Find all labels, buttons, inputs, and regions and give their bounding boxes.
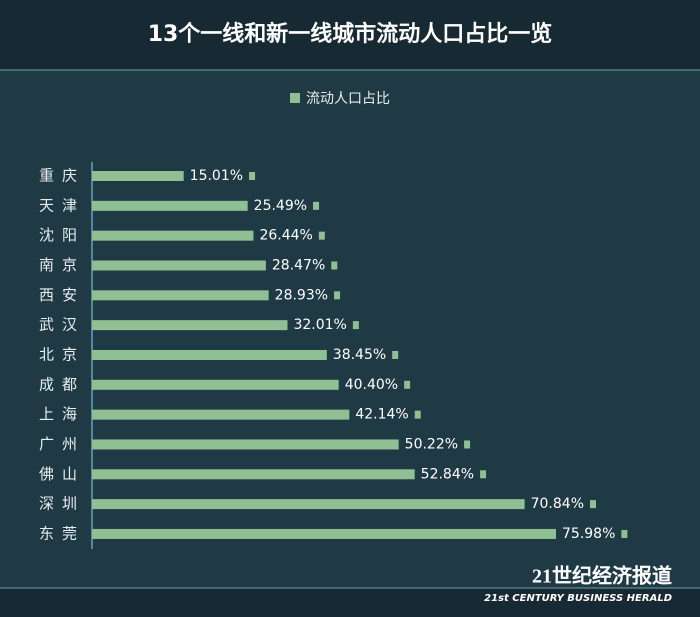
label-marker <box>621 529 628 538</box>
source-subtitle: 21st CENTURY BUSINESS HERALD <box>484 593 672 604</box>
label-marker <box>414 410 421 419</box>
bar <box>92 469 415 480</box>
data-label: 28.93% <box>275 287 328 303</box>
label-marker <box>313 201 320 210</box>
bar <box>92 528 556 539</box>
data-label: 50.22% <box>405 436 458 452</box>
data-label: 42.14% <box>355 407 408 423</box>
label-marker <box>404 380 411 389</box>
bar <box>92 439 399 450</box>
data-label: 15.01% <box>190 168 243 184</box>
bar <box>92 230 254 241</box>
bar <box>92 379 339 390</box>
y-tick-label: 北京 <box>39 345 85 363</box>
y-tick-label: 天津 <box>39 196 85 214</box>
title-bar <box>0 0 700 70</box>
y-tick-label: 东莞 <box>39 524 85 542</box>
y-tick-label: 佛山 <box>39 465 85 483</box>
label-marker <box>331 261 338 270</box>
chart-title: 13个一线和新一线城市流动人口占比一览 <box>148 21 553 47</box>
bar <box>92 200 248 211</box>
y-tick-label: 西安 <box>39 286 85 304</box>
y-tick-label: 南京 <box>39 256 85 274</box>
label-marker <box>480 470 487 479</box>
data-label: 38.45% <box>333 347 386 363</box>
y-tick-label: 沈阳 <box>39 226 85 244</box>
bar <box>92 320 288 331</box>
label-marker <box>318 231 325 240</box>
y-tick-label: 广州 <box>39 435 85 453</box>
y-tick-label: 成都 <box>39 375 85 393</box>
y-tick-label: 重庆 <box>39 167 85 185</box>
label-marker <box>590 500 597 509</box>
data-label: 25.49% <box>254 198 307 214</box>
data-label: 26.44% <box>259 228 312 244</box>
data-label: 70.84% <box>531 496 584 512</box>
label-marker <box>249 172 256 180</box>
legend-swatch <box>290 93 300 103</box>
label-marker <box>464 440 471 449</box>
data-label: 52.84% <box>421 466 474 482</box>
bar <box>92 260 266 271</box>
source: 21世纪经济报道 <box>532 564 672 588</box>
bar <box>92 290 269 301</box>
bar <box>92 171 184 181</box>
bar <box>92 349 327 360</box>
y-tick-label: 上海 <box>39 405 85 423</box>
bar <box>92 409 350 420</box>
data-label: 28.47% <box>272 257 325 273</box>
bar <box>92 499 525 510</box>
footer-bar <box>0 588 700 617</box>
label-marker <box>392 350 399 359</box>
label-marker <box>352 321 359 330</box>
y-tick-label: 深圳 <box>39 495 85 513</box>
legend-label: 流动人口占比 <box>306 91 390 107</box>
data-label: 75.98% <box>562 526 615 542</box>
data-label: 32.01% <box>293 317 346 333</box>
y-tick-label: 武汉 <box>39 316 85 334</box>
data-label: 40.40% <box>345 377 398 393</box>
label-marker <box>334 291 341 300</box>
